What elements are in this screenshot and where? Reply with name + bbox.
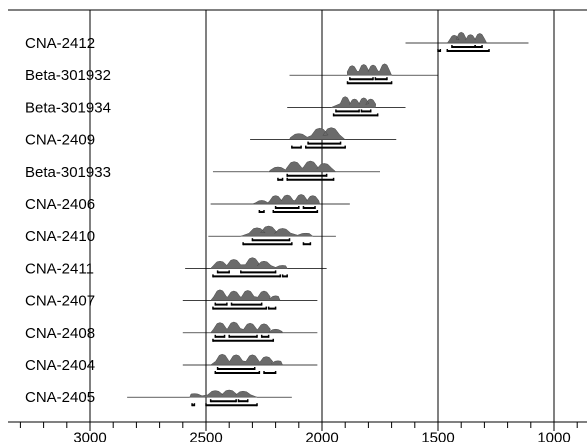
probability-distribution bbox=[210, 289, 281, 301]
sample-labels: CNA-2412 Beta-301932 Beta-301934 CNA-2409 Be… bbox=[25, 35, 111, 406]
sample-row-cna-2410 bbox=[208, 225, 336, 246]
sample-row-cna-2412 bbox=[405, 31, 529, 52]
probability-distribution bbox=[446, 31, 488, 44]
sample-row-cna-2411 bbox=[185, 257, 327, 278]
x-tick-label-1000: 1000 bbox=[537, 430, 570, 442]
probability-distribution bbox=[209, 353, 283, 366]
x-tick-label-2500: 2500 bbox=[189, 430, 222, 442]
sample-label-beta-301934: Beta-301934 bbox=[25, 99, 111, 116]
sample-row-cna-2408 bbox=[182, 321, 318, 342]
sample-label-cna-2406: CNA-2406 bbox=[25, 196, 95, 213]
sample-row-beta-301933 bbox=[212, 160, 380, 181]
probability-distribution bbox=[210, 321, 283, 334]
sample-label-cna-2408: CNA-2408 bbox=[25, 325, 95, 342]
x-axis: 3000 2500 2000 1500 1000 bbox=[8, 421, 587, 442]
probability-distribution bbox=[240, 225, 314, 237]
sample-row-beta-301934 bbox=[287, 96, 406, 117]
grid-lines bbox=[8, 9, 587, 422]
sample-label-beta-301932: Beta-301932 bbox=[25, 67, 111, 84]
probability-distribution bbox=[289, 127, 346, 140]
sample-label-beta-301933: Beta-301933 bbox=[25, 164, 111, 181]
sample-row-cna-2405 bbox=[127, 389, 292, 407]
sample-row-cna-2404 bbox=[182, 353, 318, 374]
probability-distribution bbox=[331, 96, 376, 108]
probability-distribution bbox=[189, 389, 258, 398]
sample-label-cna-2404: CNA-2404 bbox=[25, 357, 95, 374]
sample-label-cna-2407: CNA-2407 bbox=[25, 293, 95, 310]
x-tick-label-3000: 3000 bbox=[73, 430, 106, 442]
probability-distribution bbox=[267, 160, 337, 173]
probability-distribution bbox=[252, 194, 321, 205]
probability-distribution bbox=[210, 257, 288, 269]
sample-label-cna-2409: CNA-2409 bbox=[25, 132, 95, 149]
sample-label-cna-2412: CNA-2412 bbox=[25, 35, 95, 52]
x-tick-label-2000: 2000 bbox=[305, 430, 338, 442]
sample-row-beta-301932 bbox=[289, 63, 438, 85]
sample-row-cna-2407 bbox=[182, 289, 318, 310]
sample-label-cna-2411: CNA-2411 bbox=[25, 260, 94, 277]
sample-label-cna-2410: CNA-2410 bbox=[25, 228, 95, 245]
x-tick-label-1500: 1500 bbox=[421, 430, 454, 442]
probability-distribution bbox=[346, 63, 392, 76]
sample-label-cna-2405: CNA-2405 bbox=[25, 389, 95, 406]
sample-row-cna-2406 bbox=[210, 194, 350, 213]
calibration-bars bbox=[127, 31, 529, 407]
sample-row-cna-2409 bbox=[250, 127, 397, 149]
